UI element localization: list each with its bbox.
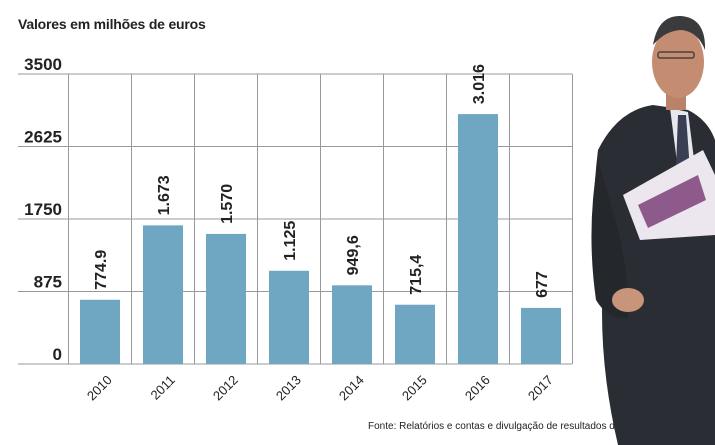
source-note: Fonte: Relatórios e contas e divulgação …: [368, 421, 646, 432]
bar-value-label: 3.016: [471, 64, 488, 104]
x-tick-label: 2017: [525, 372, 556, 403]
y-tick-label: 1750: [24, 200, 62, 219]
x-tick-label: 2015: [399, 372, 430, 403]
hair-shape: [653, 15, 706, 50]
bar: [80, 299, 120, 364]
bar-value-label: 677: [534, 271, 551, 298]
y-tick-label: 2625: [24, 128, 62, 147]
y-tick-label: 3500: [24, 55, 62, 74]
data-labels: 774.9 1.673 1.570 1.125 949,6 715,4 3.016 677: [93, 64, 551, 298]
glasses-shape: [657, 51, 695, 59]
y-tick-label: 0: [53, 345, 62, 364]
x-tick-label: 2013: [273, 372, 304, 403]
bar-value-label: 949,6: [345, 235, 362, 275]
bar: [521, 307, 561, 364]
bar-value-label: 774.9: [93, 250, 110, 290]
bar-value-label: 1.673: [156, 175, 173, 215]
document-stripe: [638, 175, 706, 228]
x-axis-ticks: 2010 2011 2012 2013 2014 2015 2016 2017: [84, 372, 556, 403]
x-tick-label: 2012: [210, 372, 241, 403]
y-axis-ticks: 0 875 1750 2625 3500: [24, 55, 62, 364]
bars: [80, 114, 561, 364]
x-tick-label: 2010: [84, 372, 115, 403]
bar: [269, 270, 309, 364]
bar-value-label: 715,4: [408, 255, 425, 295]
bar-value-label: 1.125: [282, 221, 299, 261]
bar: [332, 285, 372, 364]
bar: [143, 225, 183, 364]
chart-subtitle: Valores em milhões de euros: [18, 16, 206, 32]
hand-shape: [612, 288, 644, 312]
bar: [395, 304, 435, 364]
bar: [206, 233, 246, 364]
bar: [458, 114, 498, 364]
bar-value-label: 1.570: [219, 184, 236, 224]
head-shape: [652, 26, 704, 98]
x-tick-label: 2014: [336, 372, 367, 403]
x-tick-label: 2016: [462, 372, 493, 403]
person-photo: [591, 15, 715, 445]
x-tick-label: 2011: [148, 372, 178, 402]
arm-shape: [591, 160, 629, 319]
y-tick-label: 875: [34, 273, 62, 292]
